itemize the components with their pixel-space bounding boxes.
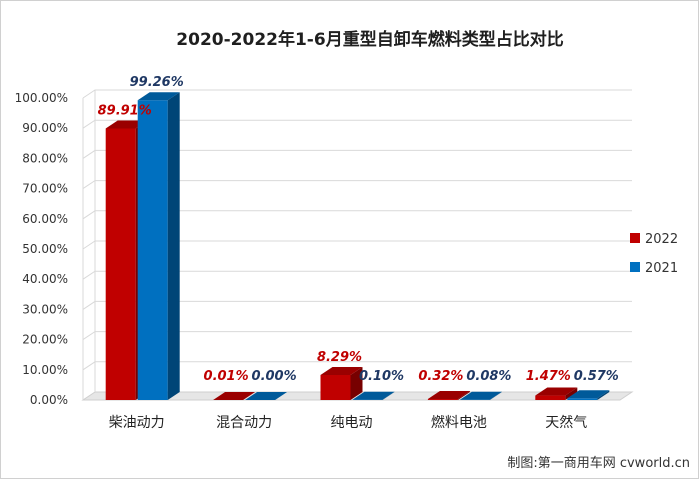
gridlines	[82, 89, 632, 371]
legend: 2022 2021	[630, 232, 678, 276]
y-tick-label: 60.00%	[22, 212, 68, 226]
bar-top	[352, 391, 395, 400]
bar-top	[137, 92, 180, 101]
data-label: 0.01%	[204, 369, 249, 384]
legend-swatch-2022	[630, 233, 640, 243]
bar-top	[105, 120, 148, 129]
bar-side	[597, 390, 610, 400]
gridline	[82, 180, 632, 190]
bar-side	[565, 387, 578, 400]
bar-2021-燃料电池	[459, 391, 502, 400]
legend-label-2022: 2022	[645, 232, 678, 247]
bar-top	[427, 391, 470, 400]
x-tick-label: 纯电动	[331, 415, 373, 431]
gridline	[82, 210, 632, 220]
x-tick-label: 混合动力	[216, 415, 272, 431]
data-label: 0.10%	[359, 369, 404, 384]
data-label: 0.00%	[252, 369, 297, 384]
bar-front	[427, 399, 458, 400]
bar-side	[243, 391, 256, 400]
gridline	[82, 331, 632, 341]
bar-side	[457, 391, 470, 400]
x-axis-ticks: 柴油动力 混合动力 纯电动 燃料电池 天然气	[109, 414, 588, 431]
bar-side	[350, 366, 363, 400]
bar-top	[459, 391, 502, 400]
bar-2021-混合动力	[245, 392, 288, 400]
y-tick-label: 0.00%	[30, 393, 68, 407]
bar-front	[535, 395, 566, 400]
y-tick-label: 20.00%	[22, 333, 68, 347]
data-labels: 89.91% 99.26% 0.01% 0.00% 8.29% 0.10% 0.32% 0.0…	[98, 75, 619, 384]
data-label: 0.32%	[418, 369, 463, 384]
y-tick-label: 90.00%	[22, 121, 68, 135]
x-tick-label: 燃料电池	[431, 414, 487, 431]
gridline	[82, 300, 632, 310]
x-tick-label: 柴油动力	[109, 415, 165, 431]
gridline	[82, 89, 632, 99]
bar-top	[567, 390, 610, 399]
x-tick-label: 天然气	[545, 414, 587, 431]
gridline	[82, 149, 632, 159]
data-label: 8.29%	[317, 350, 362, 365]
bar-2022-混合动力	[213, 391, 256, 400]
y-tick-label: 30.00%	[22, 302, 68, 316]
legend-label-2021: 2021	[645, 261, 678, 276]
chart-credit: 制图:第一商用车网 cvworld.cn	[507, 455, 690, 471]
y-tick-label: 100.00%	[15, 91, 68, 105]
data-label: 99.26%	[130, 75, 184, 90]
bar-top	[535, 387, 578, 396]
bar-top	[213, 391, 256, 400]
gridline	[82, 361, 632, 371]
bar-top	[245, 392, 288, 400]
y-tick-label: 70.00%	[22, 182, 68, 196]
bar-front	[320, 374, 351, 400]
data-label: 1.47%	[526, 369, 571, 384]
bar-2021-纯电动	[352, 391, 395, 400]
bar-2022-纯电动	[320, 366, 363, 400]
bar-2022-燃料电池	[427, 391, 470, 400]
data-label: 0.57%	[574, 369, 619, 384]
legend-swatch-2021	[630, 262, 640, 272]
gridline	[82, 119, 632, 129]
y-axis-ticks: 0.00% 10.00% 20.00% 30.00% 40.00% 50.00% 60.00…	[15, 91, 68, 407]
y-tick-label: 50.00%	[22, 242, 68, 256]
bar-side	[167, 92, 180, 400]
bar-top	[320, 366, 363, 375]
chart-title: 2020-2022年1-6月重型自卸车燃料类型占比对比	[176, 29, 563, 50]
y-tick-label: 80.00%	[22, 151, 68, 165]
gridline	[82, 270, 632, 280]
bar-front	[567, 398, 598, 400]
bar-2022-天然气	[535, 387, 578, 400]
bar-front	[137, 100, 168, 400]
data-label: 89.91%	[98, 103, 152, 118]
gridline	[82, 240, 632, 250]
bar-2021-柴油动力	[137, 92, 180, 400]
bar-front	[105, 128, 136, 400]
bars	[105, 92, 610, 400]
bar-side	[382, 391, 395, 400]
bar-2021-天然气	[567, 390, 610, 400]
y-tick-label: 10.00%	[22, 363, 68, 377]
data-label: 0.08%	[466, 369, 511, 384]
bar-side	[489, 391, 502, 400]
y-tick-label: 40.00%	[22, 272, 68, 286]
